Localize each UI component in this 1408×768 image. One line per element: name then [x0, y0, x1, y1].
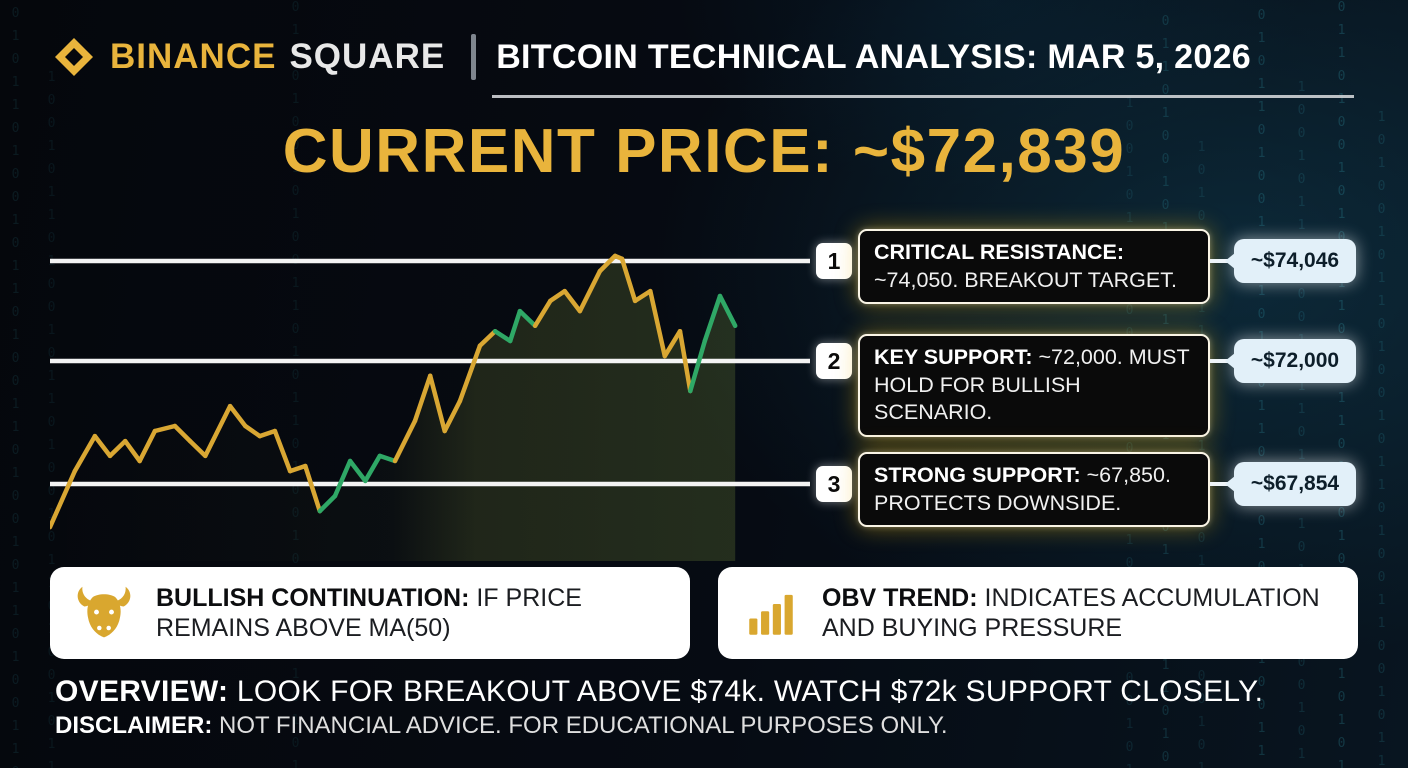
- callout-2-number: 2: [816, 343, 852, 379]
- header-divider: [471, 34, 477, 80]
- disclaimer-label: DISCLAIMER:: [55, 712, 213, 739]
- callout-3-price-badge: ~$67,854: [1234, 462, 1356, 506]
- signal-card-obv-body: INDICATES ACCUMULATION AND BUYING PRESSU…: [822, 583, 1320, 643]
- callout-1-label: CRITICAL RESISTANCE:: [874, 240, 1125, 264]
- bull-icon: [77, 586, 131, 638]
- binance-logo-icon: [55, 38, 93, 76]
- callout-2-label: KEY SUPPORT:: [874, 345, 1033, 369]
- callout-3-label: STRONG SUPPORT:: [874, 463, 1081, 487]
- obv-bars-icon: [749, 594, 793, 635]
- signal-card-bullish-text: BULLISH CONTINUATION: IF PRICE REMAINS A…: [156, 583, 666, 644]
- header-title: BITCOIN TECHNICAL ANALYSIS: MAR 5, 2026: [496, 37, 1251, 76]
- current-price-heading: CURRENT PRICE: ~$72,839: [282, 117, 1126, 186]
- signal-card-bullish-body: IF PRICE REMAINS ABOVE MA(50): [156, 583, 582, 643]
- signal-card-obv: OBV TREND: INDICATES ACCUMULATION AND BU…: [718, 567, 1358, 659]
- callout-2-text: ~72,000. MUST HOLD FOR BULLISH SCENARIO.: [874, 345, 1190, 425]
- brand-binance: BINANCE: [110, 37, 277, 76]
- signal-card-bullish: BULLISH CONTINUATION: IF PRICE REMAINS A…: [50, 567, 690, 659]
- header: BINANCE SQUARE BITCOIN TECHNICAL ANALYSI…: [52, 34, 1251, 80]
- overview-text: LOOK FOR BREAKOUT ABOVE $74k. WATCH $72k…: [228, 675, 1264, 708]
- callout-2-box: KEY SUPPORT: ~72,000. MUST HOLD FOR BULL…: [858, 334, 1210, 437]
- signal-card-obv-label: OBV TREND:: [822, 583, 978, 612]
- callout-1-text: ~74,050. BREAKOUT TARGET.: [874, 267, 1177, 292]
- brand-square: SQUARE: [289, 37, 446, 76]
- header-underline: [492, 95, 1354, 98]
- callout-3-connector: [1210, 482, 1236, 486]
- callout-3-box: STRONG SUPPORT: ~67,850. PROTECTS DOWNSI…: [858, 452, 1210, 528]
- callout-2-connector: [1210, 359, 1236, 363]
- disclaimer-line: DISCLAIMER: NOT FINANCIAL ADVICE. FOR ED…: [55, 712, 948, 740]
- callout-1-number: 1: [816, 243, 852, 279]
- signal-card-obv-text: OBV TREND: INDICATES ACCUMULATION AND BU…: [822, 583, 1334, 644]
- signal-card-bullish-label: BULLISH CONTINUATION:: [156, 583, 470, 612]
- price-chart: [50, 253, 810, 561]
- callout-1-connector: [1210, 259, 1236, 263]
- callout-3-text: ~67,850. PROTECTS DOWNSIDE.: [874, 463, 1171, 515]
- overview-label: OVERVIEW:: [55, 675, 229, 708]
- overview-line: OVERVIEW: LOOK FOR BREAKOUT ABOVE $74k. …: [55, 675, 1263, 709]
- callout-3-number: 3: [816, 466, 852, 502]
- disclaimer-text: NOT FINANCIAL ADVICE. FOR EDUCATIONAL PU…: [212, 712, 948, 739]
- callout-2-price-badge: ~$72,000: [1234, 339, 1356, 383]
- callout-1-price-badge: ~$74,046: [1234, 239, 1356, 283]
- callout-1-box: CRITICAL RESISTANCE: ~74,050. BREAKOUT T…: [858, 229, 1210, 305]
